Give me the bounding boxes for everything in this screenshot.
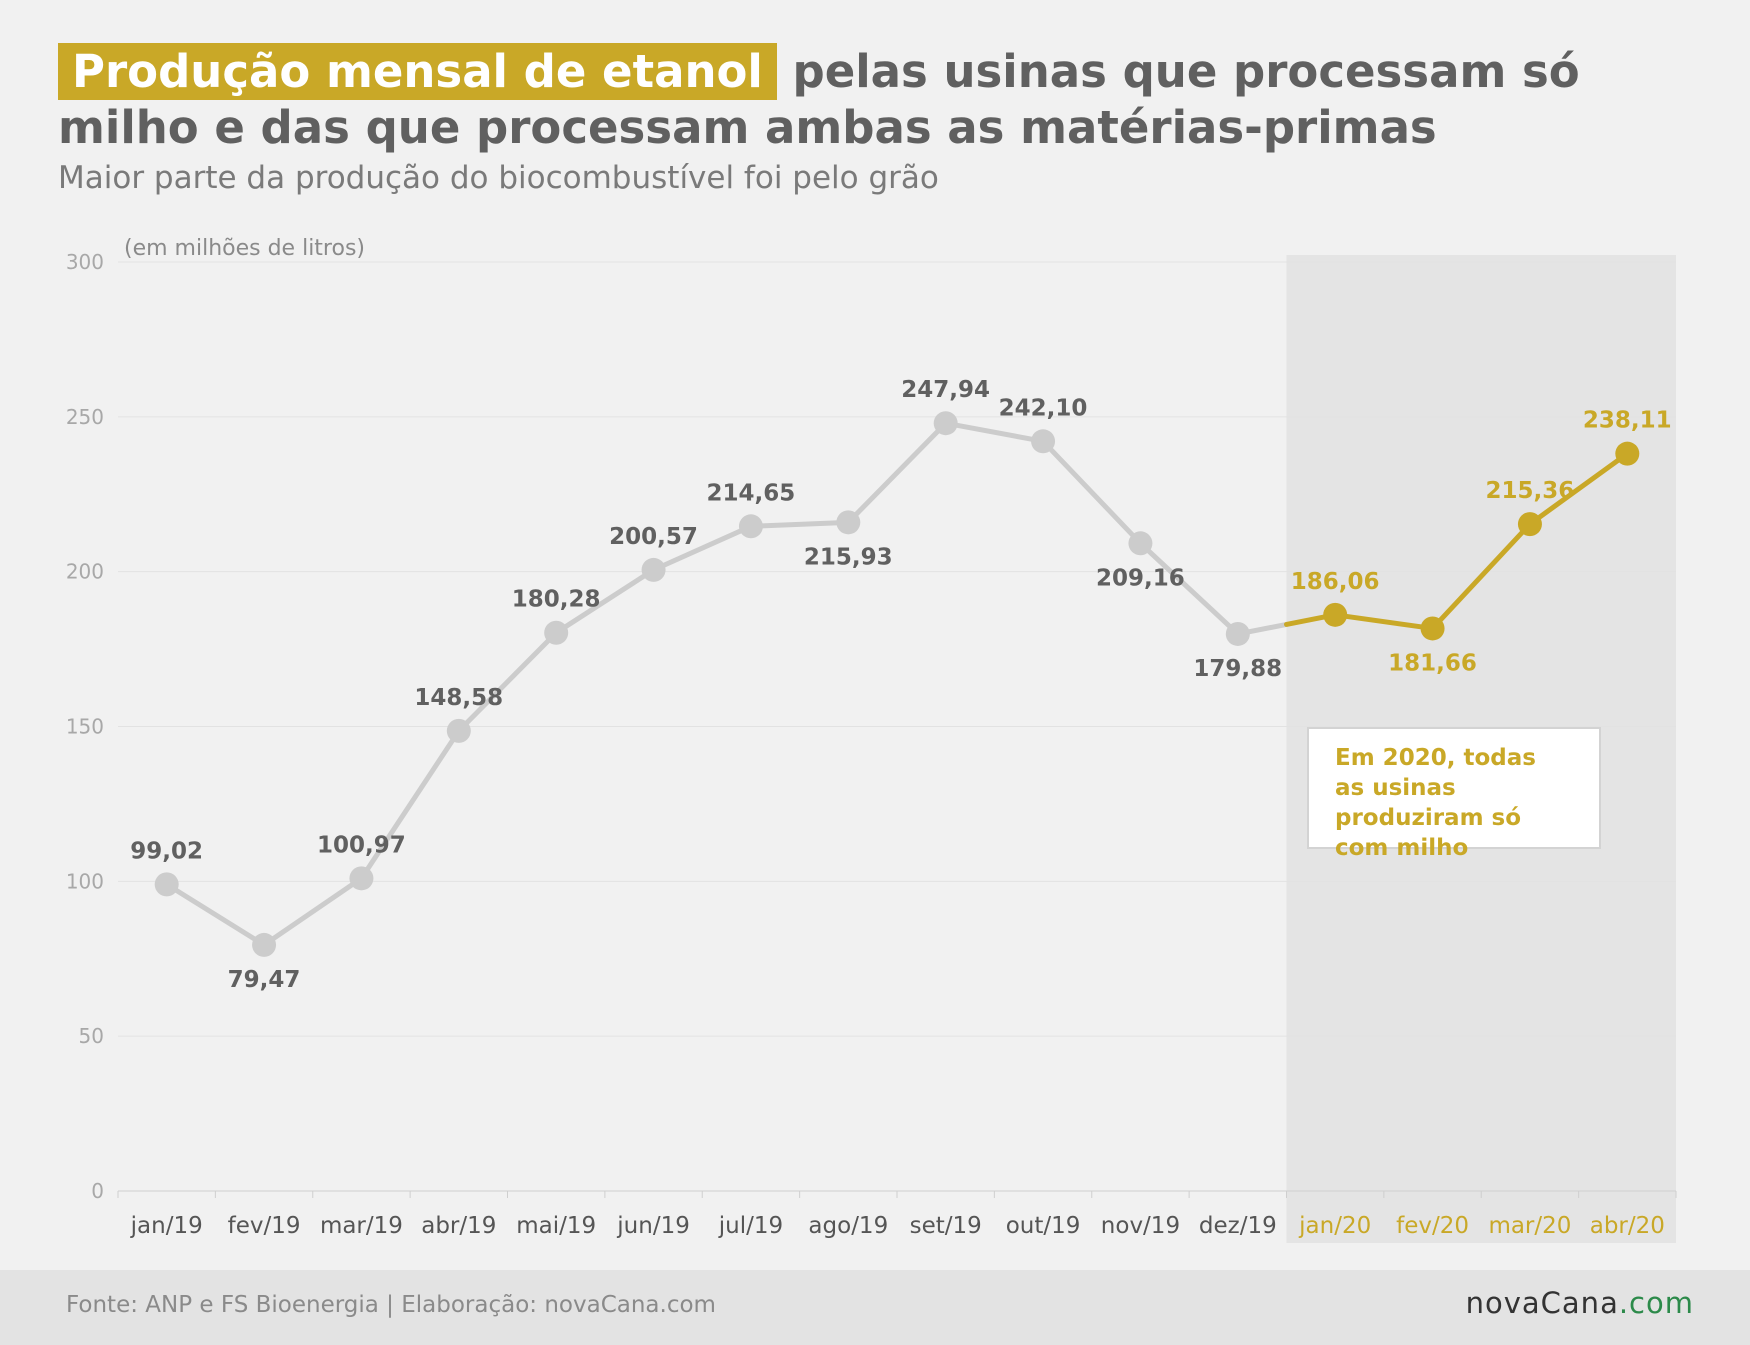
y-tick-label: 100 bbox=[66, 869, 104, 893]
series-line-segment bbox=[1430, 521, 1533, 631]
data-label: 179,88 bbox=[1193, 656, 1282, 682]
data-label: 180,28 bbox=[512, 587, 601, 613]
data-point bbox=[252, 932, 277, 957]
series-line-segment bbox=[845, 420, 949, 525]
x-tick-label: nov/19 bbox=[1101, 1213, 1180, 1239]
y-tick-label: 200 bbox=[66, 560, 104, 584]
data-label: 215,36 bbox=[1486, 478, 1575, 504]
data-label: 200,57 bbox=[609, 524, 698, 550]
y-unit-label: (em milhões de litros) bbox=[124, 236, 365, 261]
x-tick-label: fev/20 bbox=[1396, 1213, 1469, 1239]
x-tick-label: jan/19 bbox=[130, 1213, 203, 1239]
series-line-segment bbox=[651, 523, 754, 573]
logo-suffix: .com bbox=[1618, 1286, 1694, 1320]
data-point bbox=[1031, 429, 1056, 454]
logo-main: novaCana bbox=[1465, 1286, 1619, 1320]
data-point bbox=[349, 866, 374, 891]
data-label: 181,66 bbox=[1388, 650, 1477, 676]
data-point bbox=[154, 872, 179, 897]
data-point bbox=[641, 557, 666, 582]
data-label: 148,58 bbox=[414, 685, 503, 711]
data-label: 214,65 bbox=[707, 480, 796, 506]
x-tick-label: jan/20 bbox=[1298, 1213, 1371, 1239]
data-label: 209,16 bbox=[1096, 565, 1185, 591]
y-tick-label: 50 bbox=[79, 1024, 104, 1048]
data-point bbox=[933, 411, 958, 436]
data-label: 99,02 bbox=[130, 838, 203, 864]
title-highlight: Produção mensal de etanol bbox=[58, 43, 777, 100]
x-tick-label: out/19 bbox=[1006, 1213, 1081, 1239]
y-tick-label: 150 bbox=[66, 715, 104, 739]
data-point bbox=[1420, 616, 1445, 641]
data-point bbox=[1517, 512, 1542, 537]
x-tick-label: dez/19 bbox=[1199, 1213, 1277, 1239]
x-tick-label: set/19 bbox=[910, 1213, 982, 1239]
chart-title: Produção mensal de etanol pelas usinas q… bbox=[58, 43, 1698, 156]
x-tick-label: mar/19 bbox=[320, 1213, 403, 1239]
chart-subtitle: Maior parte da produção do biocombustíve… bbox=[58, 160, 939, 196]
series-line-segment bbox=[553, 567, 657, 636]
series-line-segment bbox=[164, 881, 267, 948]
x-tick-label: abr/19 bbox=[421, 1213, 496, 1239]
data-point bbox=[544, 620, 569, 645]
data-label: 238,11 bbox=[1583, 408, 1672, 434]
series-line-segment bbox=[358, 728, 462, 881]
source-text: Fonte: ANP e FS Bioenergia | Elaboração:… bbox=[66, 1292, 716, 1318]
data-label: 242,10 bbox=[999, 395, 1088, 421]
novacana-logo: novaCana.com bbox=[1466, 1286, 1694, 1320]
data-point bbox=[836, 510, 861, 535]
y-tick-label: 0 bbox=[91, 1179, 104, 1203]
data-label: 186,06 bbox=[1291, 569, 1380, 595]
data-point bbox=[738, 514, 763, 539]
series-line-segment bbox=[1332, 612, 1436, 631]
series-line-segment bbox=[748, 519, 851, 529]
data-label: 247,94 bbox=[901, 377, 990, 403]
x-tick-label: abr/20 bbox=[1590, 1213, 1665, 1239]
x-tick-label: ago/19 bbox=[808, 1213, 888, 1239]
annotation-box: Em 2020, todas as usinas produziram só c… bbox=[1307, 727, 1601, 861]
x-tick-label: jul/19 bbox=[718, 1213, 783, 1239]
data-point bbox=[1128, 531, 1153, 556]
y-tick-label: 300 bbox=[66, 250, 104, 274]
y-tick-label: 250 bbox=[66, 405, 104, 429]
data-label: 215,93 bbox=[804, 544, 893, 570]
data-label: 100,97 bbox=[317, 832, 406, 858]
data-point bbox=[1615, 441, 1640, 466]
x-tick-label: mar/20 bbox=[1488, 1213, 1571, 1239]
series-line-segment bbox=[1137, 540, 1241, 637]
footer: Fonte: ANP e FS Bioenergia | Elaboração:… bbox=[0, 1270, 1750, 1345]
series-line-segment bbox=[1527, 451, 1630, 527]
data-point bbox=[446, 718, 471, 743]
data-point bbox=[1323, 602, 1348, 627]
series-line-segment bbox=[456, 630, 559, 734]
data-point bbox=[1225, 621, 1250, 646]
x-tick-label: fev/19 bbox=[228, 1213, 301, 1239]
x-tick-label: mai/19 bbox=[516, 1213, 596, 1239]
series-line-segment bbox=[1040, 438, 1143, 546]
series-line-segment bbox=[261, 875, 364, 948]
data-label: 79,47 bbox=[228, 967, 301, 993]
line-chart: 0 50 100 150 200 250 300 (em milhões de litros)… bbox=[66, 236, 1677, 1243]
x-tick-label: jun/19 bbox=[616, 1213, 690, 1239]
title-rest: pelas usinas que processam só milho e da… bbox=[58, 45, 1580, 154]
series-line-segment bbox=[943, 420, 1046, 444]
